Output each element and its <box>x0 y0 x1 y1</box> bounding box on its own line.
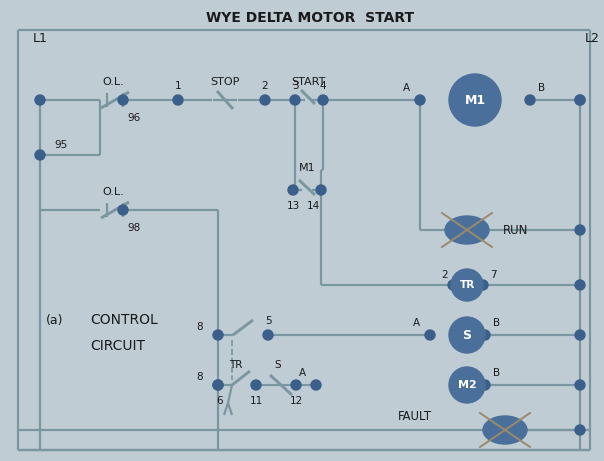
Circle shape <box>449 74 501 126</box>
Text: S: S <box>463 329 472 342</box>
Text: M1: M1 <box>464 94 486 106</box>
Circle shape <box>118 95 128 105</box>
Text: (a): (a) <box>47 313 64 326</box>
Circle shape <box>451 269 483 301</box>
Text: M2: M2 <box>458 380 477 390</box>
Circle shape <box>449 367 485 403</box>
Text: 3: 3 <box>292 81 298 91</box>
Text: WYE DELTA MOTOR  START: WYE DELTA MOTOR START <box>206 11 414 25</box>
Text: B: B <box>493 368 501 378</box>
Text: CONTROL: CONTROL <box>90 313 158 327</box>
Text: 12: 12 <box>289 396 303 406</box>
Text: 11: 11 <box>249 396 263 406</box>
Circle shape <box>575 280 585 290</box>
Text: 5: 5 <box>265 316 271 326</box>
Circle shape <box>480 380 490 390</box>
Circle shape <box>575 330 585 340</box>
Circle shape <box>290 95 300 105</box>
Circle shape <box>425 330 435 340</box>
Circle shape <box>575 225 585 235</box>
Circle shape <box>575 95 585 105</box>
Text: CIRCUIT: CIRCUIT <box>90 339 145 353</box>
Text: 4: 4 <box>320 81 326 91</box>
Text: 8: 8 <box>197 372 204 382</box>
Text: L1: L1 <box>33 31 48 45</box>
Text: B: B <box>493 318 501 328</box>
Circle shape <box>251 380 261 390</box>
Text: FAULT: FAULT <box>398 409 432 422</box>
Circle shape <box>525 95 535 105</box>
Text: 2: 2 <box>442 270 448 280</box>
Text: O.L.: O.L. <box>102 77 124 87</box>
Text: TR: TR <box>230 360 243 370</box>
Circle shape <box>449 317 485 353</box>
Circle shape <box>263 330 273 340</box>
Text: A: A <box>298 368 306 378</box>
Circle shape <box>478 280 488 290</box>
Circle shape <box>260 95 270 105</box>
Text: 95: 95 <box>54 140 67 150</box>
Text: B: B <box>538 83 545 93</box>
Circle shape <box>213 380 223 390</box>
Circle shape <box>35 150 45 160</box>
Text: L2: L2 <box>585 31 600 45</box>
Circle shape <box>480 330 490 340</box>
Text: S: S <box>275 360 281 370</box>
Circle shape <box>575 95 585 105</box>
Circle shape <box>318 95 328 105</box>
Ellipse shape <box>445 216 489 244</box>
Text: 13: 13 <box>286 201 300 211</box>
Circle shape <box>118 205 128 215</box>
Text: START: START <box>291 77 325 87</box>
Ellipse shape <box>483 416 527 444</box>
Circle shape <box>448 280 458 290</box>
Circle shape <box>213 380 223 390</box>
Text: A: A <box>402 83 410 93</box>
Circle shape <box>291 380 301 390</box>
Text: 6: 6 <box>217 396 223 406</box>
Text: STOP: STOP <box>210 77 240 87</box>
Text: 1: 1 <box>175 81 181 91</box>
Circle shape <box>575 380 585 390</box>
Circle shape <box>173 95 183 105</box>
Text: 8: 8 <box>197 322 204 332</box>
Circle shape <box>213 330 223 340</box>
Circle shape <box>288 185 298 195</box>
Text: RUN: RUN <box>503 224 528 236</box>
Text: M1: M1 <box>299 163 315 173</box>
Text: 2: 2 <box>262 81 268 91</box>
Text: 14: 14 <box>306 201 320 211</box>
Text: 98: 98 <box>127 223 140 233</box>
Circle shape <box>311 380 321 390</box>
Text: TR: TR <box>460 280 475 290</box>
Text: A: A <box>413 318 420 328</box>
Text: O.L.: O.L. <box>102 187 124 197</box>
Circle shape <box>415 95 425 105</box>
Text: 7: 7 <box>490 270 496 280</box>
Circle shape <box>35 95 45 105</box>
Text: 96: 96 <box>127 113 140 123</box>
Circle shape <box>316 185 326 195</box>
Circle shape <box>575 425 585 435</box>
